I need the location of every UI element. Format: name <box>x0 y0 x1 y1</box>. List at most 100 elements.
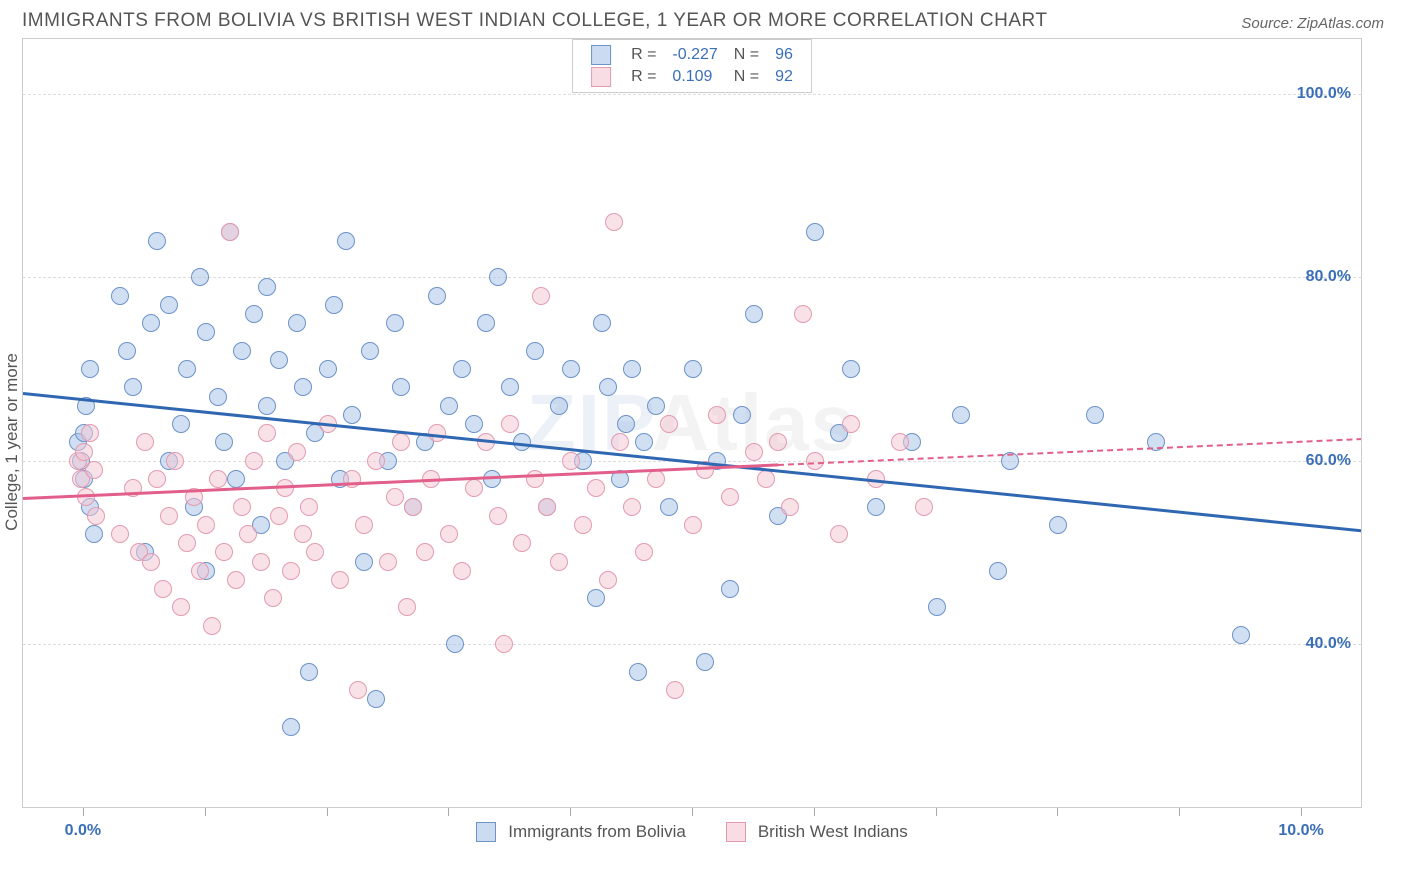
legend-item-bolivia: Immigrants from Bolivia <box>476 822 686 842</box>
scatter-point-bwi <box>245 452 263 470</box>
scatter-point-bwi <box>300 498 318 516</box>
scatter-point-bwi <box>221 223 239 241</box>
scatter-point-bwi <box>160 507 178 525</box>
scatter-point-bolivia <box>197 323 215 341</box>
scatter-point-bwi <box>154 580 172 598</box>
x-axis-ticks <box>22 808 1362 816</box>
scatter-point-bolivia <box>477 314 495 332</box>
scatter-point-bolivia <box>258 397 276 415</box>
x-tick <box>83 808 84 816</box>
chart-title: IMMIGRANTS FROM BOLIVIA VS BRITISH WEST … <box>22 10 1047 32</box>
legend-swatch <box>591 67 611 87</box>
scatter-point-bolivia <box>337 232 355 250</box>
scatter-point-bwi <box>392 433 410 451</box>
scatter-point-bolivia <box>142 314 160 332</box>
scatter-point-bwi <box>605 213 623 231</box>
scatter-point-bolivia <box>355 553 373 571</box>
scatter-point-bwi <box>501 415 519 433</box>
scatter-point-bolivia <box>647 397 665 415</box>
scatter-point-bwi <box>416 543 434 561</box>
source-credit: Source: ZipAtlas.com <box>1241 15 1384 32</box>
scatter-point-bolivia <box>617 415 635 433</box>
scatter-point-bwi <box>666 681 684 699</box>
scatter-point-bwi <box>660 415 678 433</box>
scatter-point-bwi <box>136 433 154 451</box>
scatter-point-bolivia <box>489 268 507 286</box>
scatter-point-bwi <box>647 470 665 488</box>
scatter-point-bwi <box>197 516 215 534</box>
scatter-point-bwi <box>842 415 860 433</box>
scatter-point-bwi <box>495 635 513 653</box>
scatter-point-bolivia <box>85 525 103 543</box>
plot-area: ZIPAtlas R =-0.227N =96R =0.109N =92 40.… <box>22 38 1362 808</box>
legend-label: Immigrants from Bolivia <box>508 822 686 842</box>
chart-container: College, 1 year or more ZIPAtlas R =-0.2… <box>22 38 1384 846</box>
scatter-point-bwi <box>769 433 787 451</box>
scatter-point-bwi <box>915 498 933 516</box>
n-value: 96 <box>767 44 801 66</box>
scatter-point-bolivia <box>392 378 410 396</box>
scatter-point-bolivia <box>191 268 209 286</box>
scatter-point-bwi <box>745 443 763 461</box>
scatter-point-bwi <box>294 525 312 543</box>
scatter-point-bwi <box>239 525 257 543</box>
scatter-point-bwi <box>203 617 221 635</box>
scatter-point-bwi <box>513 534 531 552</box>
scatter-point-bwi <box>355 516 373 534</box>
x-tick <box>692 808 693 816</box>
n-label: N = <box>726 44 767 66</box>
scatter-point-bwi <box>178 534 196 552</box>
scatter-point-bwi <box>331 571 349 589</box>
scatter-point-bolivia <box>501 378 519 396</box>
scatter-point-bwi <box>538 498 556 516</box>
scatter-point-bolivia <box>952 406 970 424</box>
scatter-point-bwi <box>166 452 184 470</box>
scatter-point-bwi <box>306 543 324 561</box>
stats-row-bwi: R =0.109N =92 <box>583 66 801 88</box>
stats-row-bolivia: R =-0.227N =96 <box>583 44 801 66</box>
gridline <box>23 277 1361 278</box>
scatter-point-bwi <box>252 553 270 571</box>
scatter-point-bolivia <box>599 378 617 396</box>
scatter-point-bolivia <box>733 406 751 424</box>
scatter-point-bwi <box>404 498 422 516</box>
scatter-point-bwi <box>440 525 458 543</box>
scatter-point-bwi <box>684 516 702 534</box>
scatter-point-bwi <box>215 543 233 561</box>
scatter-point-bolivia <box>282 718 300 736</box>
scatter-point-bwi <box>562 452 580 470</box>
scatter-point-bwi <box>708 406 726 424</box>
scatter-point-bwi <box>85 461 103 479</box>
scatter-point-bwi <box>532 287 550 305</box>
r-label: R = <box>623 66 664 88</box>
scatter-point-bwi <box>87 507 105 525</box>
x-tick <box>448 808 449 816</box>
scatter-point-bolivia <box>684 360 702 378</box>
scatter-point-bolivia <box>550 397 568 415</box>
scatter-point-bolivia <box>465 415 483 433</box>
x-tick <box>1301 808 1302 816</box>
source-value: ZipAtlas.com <box>1297 15 1384 32</box>
scatter-point-bwi <box>721 488 739 506</box>
x-tick <box>570 808 571 816</box>
scatter-point-bwi <box>264 589 282 607</box>
scatter-point-bwi <box>386 488 404 506</box>
scatter-point-bolivia <box>446 635 464 653</box>
scatter-point-bolivia <box>660 498 678 516</box>
x-tick <box>936 808 937 816</box>
stats-legend: R =-0.227N =96R =0.109N =92 <box>572 39 812 93</box>
scatter-point-bwi <box>465 479 483 497</box>
scatter-point-bolivia <box>124 378 142 396</box>
scatter-point-bwi <box>757 470 775 488</box>
scatter-point-bolivia <box>440 397 458 415</box>
x-tick <box>814 808 815 816</box>
scatter-point-bolivia <box>81 360 99 378</box>
x-axis-min-label: 0.0% <box>65 822 101 840</box>
scatter-point-bwi <box>611 433 629 451</box>
scatter-point-bolivia <box>1086 406 1104 424</box>
scatter-point-bwi <box>142 553 160 571</box>
scatter-point-bolivia <box>325 296 343 314</box>
scatter-point-bolivia <box>928 598 946 616</box>
scatter-point-bolivia <box>319 360 337 378</box>
r-label: R = <box>623 44 664 66</box>
